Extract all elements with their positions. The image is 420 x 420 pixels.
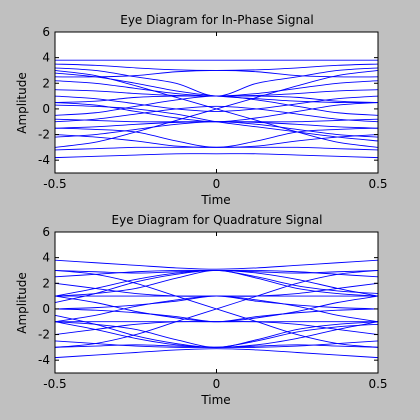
in-phase-eye-diagram: Eye Diagram for In-Phase Signal -0.5 0 0.5… [15, 13, 388, 207]
in-phase-y-tick-label: 4 [42, 51, 50, 65]
in-phase-x-axis-label: Time [200, 193, 230, 207]
quadrature-x-tick-label: 0 [213, 377, 221, 391]
quadrature-eye-diagram: Eye Diagram for Quadrature Signal -0.5 0 0… [15, 213, 388, 407]
quadrature-y-tick-label: -4 [38, 353, 50, 367]
in-phase-x-tick-label: 0.5 [368, 177, 387, 191]
quadrature-plot-area [55, 232, 378, 373]
in-phase-trace-16 [54, 153, 379, 159]
quadrature-y-tick-label: -2 [38, 328, 50, 342]
in-phase-trace-18 [54, 70, 379, 148]
quadrature-trace-22 [54, 308, 379, 323]
in-phase-trace-19 [54, 95, 379, 112]
in-phase-trace-4 [54, 69, 379, 78]
in-phase-y-tick-label: 6 [42, 25, 50, 39]
in-phase-y-axis-label: Amplitude [15, 72, 29, 134]
in-phase-y-tick-label: 0 [42, 102, 50, 116]
in-phase-x-tick-label: 0 [213, 177, 221, 191]
quadrature-trace-1 [54, 259, 379, 270]
quadrature-ticks: -0.5 0 0.5 -4 -2 0 2 4 6 [38, 225, 388, 391]
in-phase-x-tick-label: -0.5 [43, 177, 66, 191]
in-phase-y-tick-label: 2 [42, 76, 50, 90]
quadrature-trace-20 [54, 321, 379, 348]
quadrature-traces [54, 259, 379, 359]
quadrature-x-tick-label: 0.5 [368, 377, 387, 391]
in-phase-trace-22 [54, 121, 379, 138]
in-phase-y-tick-label: -2 [38, 128, 50, 142]
quadrature-trace-18 [54, 270, 379, 348]
quadrature-y-tick-label: 4 [42, 251, 50, 265]
quadrature-x-axis-label: Time [200, 393, 230, 407]
quadrature-trace-19 [54, 269, 379, 297]
in-phase-ticks: -0.5 0 0.5 -4 -2 0 2 4 6 [38, 25, 388, 191]
in-phase-y-tick-label: -4 [38, 153, 50, 167]
quadrature-y-tick-label: 0 [42, 302, 50, 316]
quadrature-trace-16 [54, 348, 379, 359]
in-phase-chart-title: Eye Diagram for In-Phase Signal [120, 13, 314, 27]
in-phase-traces [54, 59, 379, 159]
quadrature-y-tick-label: 2 [42, 276, 50, 290]
quadrature-x-tick-label: -0.5 [43, 377, 66, 391]
in-phase-trace-21 [54, 80, 379, 97]
in-phase-trace-20 [54, 105, 379, 123]
quadrature-chart-title: Eye Diagram for Quadrature Signal [112, 213, 323, 227]
in-phase-trace-15 [54, 146, 379, 151]
quadrature-y-axis-label: Amplitude [15, 272, 29, 334]
quadrature-y-tick-label: 6 [42, 225, 50, 239]
quadrature-trace-21 [54, 295, 379, 310]
